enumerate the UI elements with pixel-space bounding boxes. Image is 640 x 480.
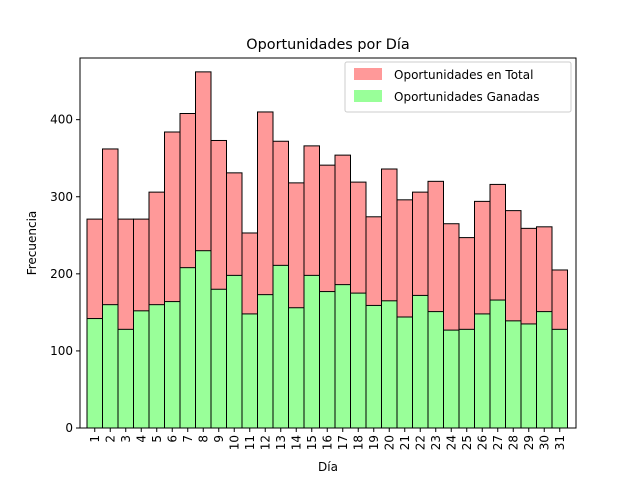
bar-won-day-25 bbox=[458, 328, 475, 429]
x-tick-label: 7 bbox=[181, 435, 195, 443]
bar-won-day-19 bbox=[365, 304, 382, 429]
bar-won-day-18 bbox=[350, 292, 367, 429]
y-tick-label: 0 bbox=[65, 421, 73, 435]
bar-won-day-11 bbox=[241, 313, 258, 429]
y-axis: 0 100 200 300 400 bbox=[50, 113, 80, 435]
legend-swatch-won bbox=[354, 90, 382, 102]
x-tick-label: 8 bbox=[196, 435, 210, 443]
x-tick-label: 2 bbox=[103, 435, 117, 443]
x-axis-label: Día bbox=[318, 460, 338, 474]
bar-won-day-6 bbox=[164, 301, 181, 429]
bar-won-day-8 bbox=[195, 250, 212, 429]
y-tick-label: 300 bbox=[50, 190, 73, 204]
bar-won-day-12 bbox=[257, 294, 274, 429]
x-tick-label: 15 bbox=[305, 435, 319, 450]
x-tick-label: 9 bbox=[212, 435, 226, 443]
x-tick-label: 28 bbox=[506, 435, 520, 450]
bar-won-day-4 bbox=[133, 310, 150, 429]
x-tick-label: 19 bbox=[367, 435, 381, 450]
x-tick-label: 26 bbox=[475, 435, 489, 450]
x-tick-label: 29 bbox=[522, 435, 536, 450]
bar-won-day-5 bbox=[148, 304, 165, 429]
x-tick-label: 31 bbox=[553, 435, 567, 450]
bar-won-day-3 bbox=[117, 328, 134, 429]
x-tick-label: 4 bbox=[134, 435, 148, 443]
x-tick-label: 23 bbox=[429, 435, 443, 450]
x-axis: 1 2 3 4 5 6 7 8 9 10 11 12 13 14 15 16 17 18 19 20 21 22 23 24 2… bbox=[88, 428, 567, 450]
bar-won-day-14 bbox=[288, 307, 305, 429]
bar-won-day-13 bbox=[272, 264, 289, 429]
x-tick-label: 13 bbox=[274, 435, 288, 450]
x-tick-label: 10 bbox=[227, 435, 241, 450]
bar-won-day-27 bbox=[489, 299, 506, 429]
bar-won-day-7 bbox=[179, 267, 196, 429]
plot-frame bbox=[79, 57, 577, 429]
x-tick-label: 27 bbox=[491, 435, 505, 450]
x-tick-label: 11 bbox=[243, 435, 257, 450]
x-tick-label: 6 bbox=[165, 435, 179, 443]
bar-won-day-21 bbox=[396, 316, 413, 429]
bar-won-day-23 bbox=[427, 311, 444, 429]
bar-won-day-20 bbox=[381, 300, 398, 429]
bar-won-day-16 bbox=[319, 291, 336, 429]
x-tick-label: 17 bbox=[336, 435, 350, 450]
legend-box bbox=[344, 61, 572, 113]
legend-label-won: Oportunidades Ganadas bbox=[394, 90, 539, 104]
bar-won-day-22 bbox=[412, 294, 429, 429]
bar-won-day-26 bbox=[474, 313, 491, 429]
x-tick-label: 14 bbox=[289, 435, 303, 450]
bar-won-day-24 bbox=[443, 329, 460, 429]
legend-swatch-total bbox=[354, 68, 382, 80]
x-tick-label: 22 bbox=[413, 435, 427, 450]
y-tick-label: 100 bbox=[50, 344, 73, 358]
bar-won-day-10 bbox=[226, 274, 243, 429]
x-tick-label: 25 bbox=[460, 435, 474, 450]
x-tick-label: 20 bbox=[382, 435, 396, 450]
bar-won-day-17 bbox=[334, 284, 351, 429]
x-tick-label: 5 bbox=[150, 435, 164, 443]
x-tick-label: 18 bbox=[351, 435, 365, 450]
x-tick-label: 21 bbox=[398, 435, 412, 450]
legend-label-total: Oportunidades en Total bbox=[394, 68, 533, 82]
bar-won-day-15 bbox=[303, 274, 320, 429]
bar-won-day-29 bbox=[520, 323, 537, 429]
x-tick-label: 24 bbox=[444, 435, 458, 450]
x-tick-label: 1 bbox=[88, 435, 102, 443]
bar-won-day-28 bbox=[505, 320, 522, 429]
bar-won-day-1 bbox=[86, 318, 103, 429]
y-tick-label: 400 bbox=[50, 113, 73, 127]
bar-won-day-31 bbox=[551, 328, 568, 429]
legend: Oportunidades en Total Oportunidades Gan… bbox=[344, 61, 572, 113]
y-axis-label: Frecuencia bbox=[25, 211, 39, 276]
y-tick-label: 200 bbox=[50, 267, 73, 281]
x-tick-label: 3 bbox=[119, 435, 133, 443]
bar-won-day-30 bbox=[536, 311, 553, 429]
x-tick-label: 16 bbox=[320, 435, 334, 450]
chart-title: Oportunidades por Día bbox=[246, 37, 409, 53]
bar-won-day-2 bbox=[102, 304, 119, 429]
bar-won-day-9 bbox=[210, 288, 227, 429]
x-tick-label: 12 bbox=[258, 435, 272, 450]
x-tick-label: 30 bbox=[537, 435, 551, 450]
